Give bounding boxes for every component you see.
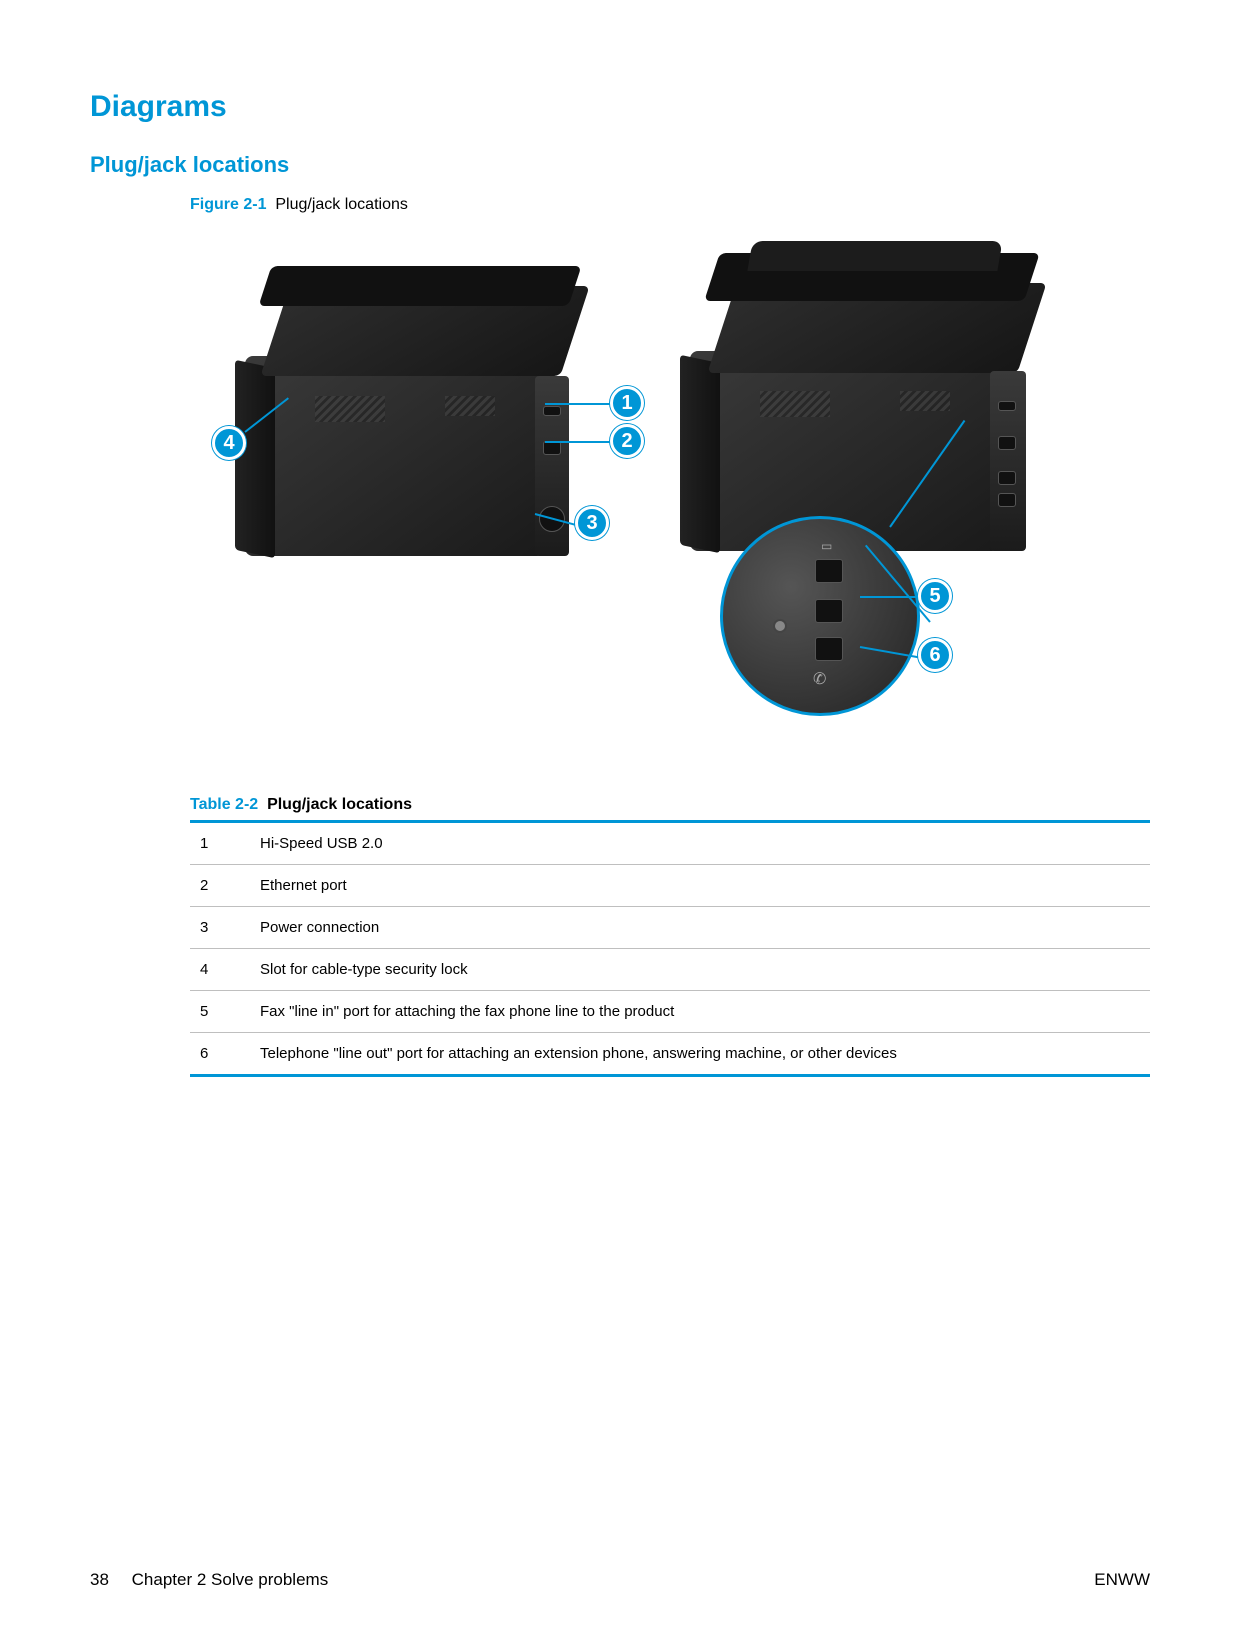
subsection-heading: Plug/jack locations bbox=[90, 152, 1150, 178]
table-cell-desc: Hi-Speed USB 2.0 bbox=[250, 822, 1150, 865]
callout-1: 1 bbox=[610, 386, 644, 420]
table-row: 2 Ethernet port bbox=[190, 865, 1150, 907]
callout-3: 3 bbox=[575, 506, 609, 540]
callout-5: 5 bbox=[918, 579, 952, 613]
figure-caption: Figure 2-1 Plug/jack locations bbox=[190, 196, 1150, 214]
callout-label: 1 bbox=[621, 392, 632, 415]
figure-caption-text: Plug/jack locations bbox=[275, 196, 408, 213]
callout-4: 4 bbox=[212, 426, 246, 460]
leader-line bbox=[545, 441, 615, 443]
table-cell-index: 3 bbox=[190, 907, 250, 949]
footer-left: 38 Chapter 2 Solve problems bbox=[90, 1570, 328, 1590]
table-cell-index: 4 bbox=[190, 949, 250, 991]
callout-6: 6 bbox=[918, 638, 952, 672]
locations-table: 1 Hi-Speed USB 2.0 2 Ethernet port 3 Pow… bbox=[190, 820, 1150, 1077]
footer-right: ENWW bbox=[1094, 1570, 1150, 1590]
table-caption-text: Plug/jack locations bbox=[267, 796, 412, 813]
page: Diagrams Plug/jack locations Figure 2-1 … bbox=[0, 0, 1240, 1650]
page-number: 38 bbox=[90, 1570, 109, 1589]
table-row: 4 Slot for cable-type security lock bbox=[190, 949, 1150, 991]
callout-2: 2 bbox=[610, 424, 644, 458]
callout-label: 6 bbox=[929, 644, 940, 667]
section-heading: Diagrams bbox=[90, 90, 1150, 124]
table-label: Table 2-2 bbox=[190, 796, 258, 813]
table-cell-desc: Power connection bbox=[250, 907, 1150, 949]
table-row: 3 Power connection bbox=[190, 907, 1150, 949]
table-row: 6 Telephone "line out" port for attachin… bbox=[190, 1033, 1150, 1076]
table-cell-index: 1 bbox=[190, 822, 250, 865]
callout-label: 3 bbox=[586, 512, 597, 535]
table-cell-desc: Telephone "line out" port for attaching … bbox=[250, 1033, 1150, 1076]
table-cell-desc: Slot for cable-type security lock bbox=[250, 949, 1150, 991]
callout-label: 2 bbox=[621, 430, 632, 453]
table-cell-index: 5 bbox=[190, 991, 250, 1033]
page-footer: 38 Chapter 2 Solve problems ENWW bbox=[90, 1570, 1150, 1590]
leader-line bbox=[860, 596, 920, 598]
phone-in-icon: ▭ bbox=[821, 539, 832, 553]
table-row: 1 Hi-Speed USB 2.0 bbox=[190, 822, 1150, 865]
table-cell-desc: Fax "line in" port for attaching the fax… bbox=[250, 991, 1150, 1033]
table-row: 5 Fax "line in" port for attaching the f… bbox=[190, 991, 1150, 1033]
chapter-label: Chapter 2 Solve problems bbox=[132, 1570, 329, 1589]
table-caption: Table 2-2 Plug/jack locations bbox=[190, 796, 1150, 814]
figure-label: Figure 2-1 bbox=[190, 196, 266, 213]
figure-diagram: 1 2 3 4 ▭ ✆ bbox=[150, 226, 1090, 766]
table-cell-index: 2 bbox=[190, 865, 250, 907]
callout-label: 5 bbox=[929, 585, 940, 608]
callout-label: 4 bbox=[223, 432, 234, 455]
leader-line bbox=[545, 403, 615, 405]
phone-out-icon: ✆ bbox=[813, 669, 826, 689]
table-cell-index: 6 bbox=[190, 1033, 250, 1076]
zoom-detail: ▭ ✆ bbox=[720, 516, 920, 716]
table-cell-desc: Ethernet port bbox=[250, 865, 1150, 907]
